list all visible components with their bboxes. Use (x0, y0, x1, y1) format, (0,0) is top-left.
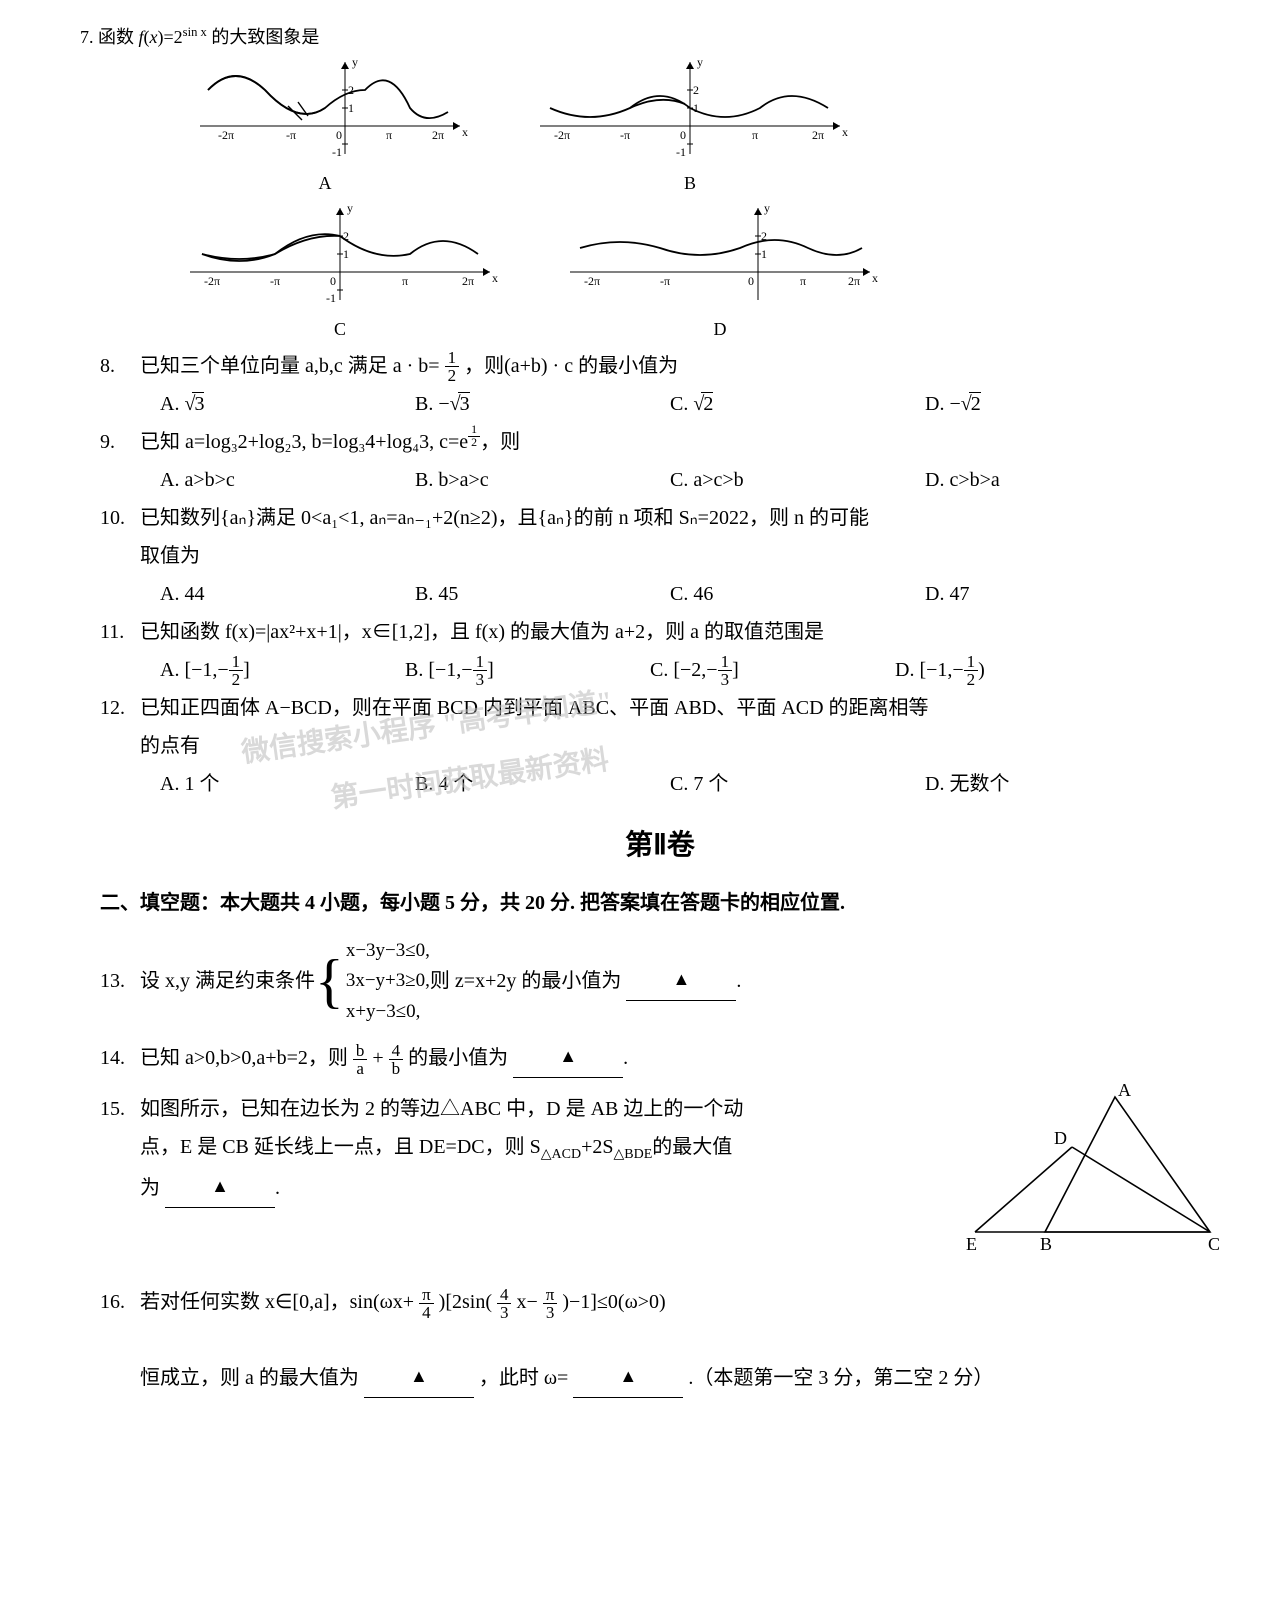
q12-options: A. 1 个 B. 4 个 C. 7 个 D. 无数个 (100, 765, 1220, 803)
graph-row-2: yx 0 2 1 -1 -2π-π π2π C yx 0 2 1 -2π-π π… (180, 200, 1220, 346)
vertex-B: B (1040, 1234, 1052, 1254)
svg-text:-2π: -2π (584, 274, 600, 288)
q15: A B C D E 15. 如图所示，已知在边长为 2 的等边△ABC 中，D … (100, 1090, 1220, 1275)
svg-text:0: 0 (330, 274, 336, 288)
q13: 13. 设 x,y 满足约束条件 { x−3y−3≤0, 3x−y+3≥0, x… (100, 936, 1220, 1027)
svg-text:1: 1 (348, 101, 354, 115)
svg-text:x: x (872, 271, 878, 285)
svg-text:y: y (764, 201, 770, 215)
svg-text:-2π: -2π (204, 274, 220, 288)
graph-row-1: yx 0 2 1 -1 -2π-π π2π A yx 0 2 1 - (180, 54, 1220, 200)
svg-text:y: y (352, 55, 358, 69)
label-c: C (180, 312, 500, 346)
q8-options: A. 3 B. −3 C. 2 D. −2 (100, 385, 1220, 423)
q10: 10. 已知数列{aₙ}满足 0<a₁<1, aₙ=aₙ₋₁+2(n≥2)，且{… (100, 499, 1220, 575)
triangle-figure: A B C D E (960, 1082, 1220, 1275)
svg-text:π: π (800, 274, 806, 288)
graph-b: y x 0 2 1 -1 -2π -π π 2π B (530, 54, 850, 200)
vertex-D: D (1054, 1128, 1067, 1148)
svg-text:0: 0 (336, 128, 342, 142)
svg-text:2: 2 (693, 83, 699, 97)
label-b: B (530, 166, 850, 200)
label-a: A (180, 166, 470, 200)
svg-text:2π: 2π (848, 274, 860, 288)
svg-text:-2π: -2π (218, 128, 234, 142)
vertex-E: E (966, 1234, 977, 1254)
svg-text:-1: -1 (326, 291, 336, 305)
svg-text:-π: -π (660, 274, 670, 288)
svg-text:0: 0 (748, 274, 754, 288)
graph-d: yx 0 2 1 -2π-π π2π D (560, 200, 880, 346)
svg-text:1: 1 (761, 247, 767, 261)
q16: 16. 若对任何实数 x∈[0,a]，sin(ωx+ π4 )[2sin( 43… (100, 1283, 1220, 1398)
svg-text:x: x (492, 271, 498, 285)
svg-text:2π: 2π (812, 128, 824, 142)
q12: 12. 已知正四面体 A−BCD，则在平面 BCD 内到平面 ABC、平面 AB… (100, 689, 1220, 765)
svg-text:-1: -1 (676, 145, 686, 159)
vertex-A: A (1118, 1082, 1131, 1100)
section-title: 第Ⅱ卷 (100, 819, 1220, 872)
section-instructions: 二、填空题：本大题共 4 小题，每小题 5 分，共 20 分. 把答案填在答题卡… (100, 884, 1220, 922)
svg-text:2: 2 (348, 83, 354, 97)
q11-options: A. [−1,−12] B. [−1,−13] C. [−2,−13] D. [… (100, 651, 1220, 689)
svg-text:-2π: -2π (554, 128, 570, 142)
svg-text:-π: -π (270, 274, 280, 288)
q8: 8. 已知三个单位向量 a,b,c 满足 a · b= 12 ，则(a+b) ·… (100, 347, 1220, 385)
graph-c: yx 0 2 1 -1 -2π-π π2π C (180, 200, 500, 346)
svg-text:x: x (842, 125, 848, 139)
label-d: D (560, 312, 880, 346)
svg-text:π: π (752, 128, 758, 142)
svg-text:x: x (462, 125, 468, 139)
graph-a: y x 0 2 1 -1 -2π -π π 2π A (180, 54, 470, 200)
blank-15 (165, 1169, 275, 1208)
svg-text:2π: 2π (432, 128, 444, 142)
svg-text:y: y (697, 55, 703, 69)
q9: 9. 已知 a=log₃2+log₂3, b=log₃4+log₄3, c=e1… (100, 423, 1220, 461)
vertex-C: C (1208, 1234, 1220, 1254)
svg-text:-π: -π (286, 128, 296, 142)
svg-text:2π: 2π (462, 274, 474, 288)
svg-text:1: 1 (343, 247, 349, 261)
q7-header: 7. 函数 f(x)=2sin x 的大致图象是 (80, 20, 1220, 54)
blank-16b (573, 1359, 683, 1398)
blank-13 (626, 962, 736, 1001)
svg-text:π: π (402, 274, 408, 288)
q14: 14. 已知 a>0,b>0,a+b=2，则 ba + 4b 的最小值为 . (100, 1039, 1220, 1078)
q11: 11. 已知函数 f(x)=|ax²+x+1|，x∈[1,2]，且 f(x) 的… (100, 613, 1220, 651)
svg-text:π: π (386, 128, 392, 142)
q10-options: A. 44 B. 45 C. 46 D. 47 (100, 575, 1220, 613)
blank-14 (513, 1039, 623, 1078)
svg-text:1: 1 (693, 101, 699, 115)
q9-options: A. a>b>c B. b>a>c C. a>c>b D. c>b>a (100, 461, 1220, 499)
blank-16a (364, 1359, 474, 1398)
svg-text:-π: -π (620, 128, 630, 142)
svg-text:y: y (347, 201, 353, 215)
svg-text:-1: -1 (332, 145, 342, 159)
svg-text:0: 0 (680, 128, 686, 142)
